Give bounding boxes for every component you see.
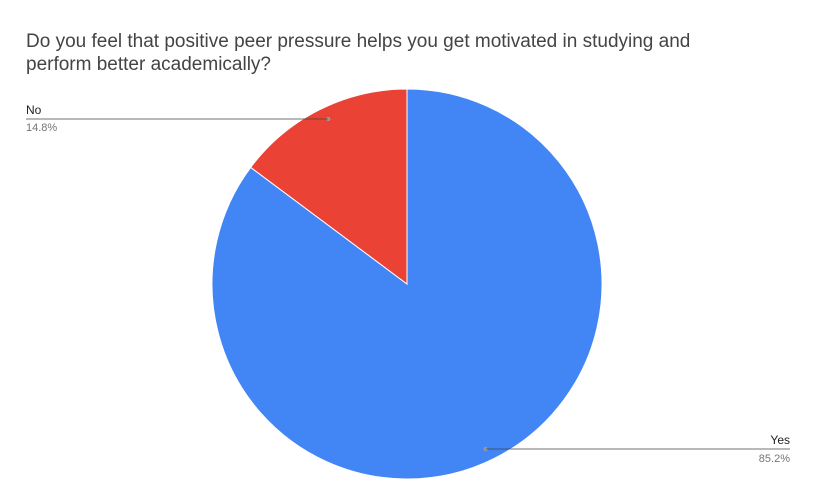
slice-label-yes: Yes xyxy=(770,433,790,447)
slice-label-no: No xyxy=(26,103,42,117)
pie-slices xyxy=(211,88,603,480)
slice-value-no: 14.8% xyxy=(26,122,57,134)
chart-title-line-1: Do you feel that positive peer pressure … xyxy=(26,31,690,52)
pie-slice-no xyxy=(249,88,408,285)
chart-title-line-2: perform better academically? xyxy=(26,54,271,75)
slice-value-yes: 85.2% xyxy=(759,453,790,465)
pie-labels: Yes 85.2% No 14.8% xyxy=(26,103,790,465)
